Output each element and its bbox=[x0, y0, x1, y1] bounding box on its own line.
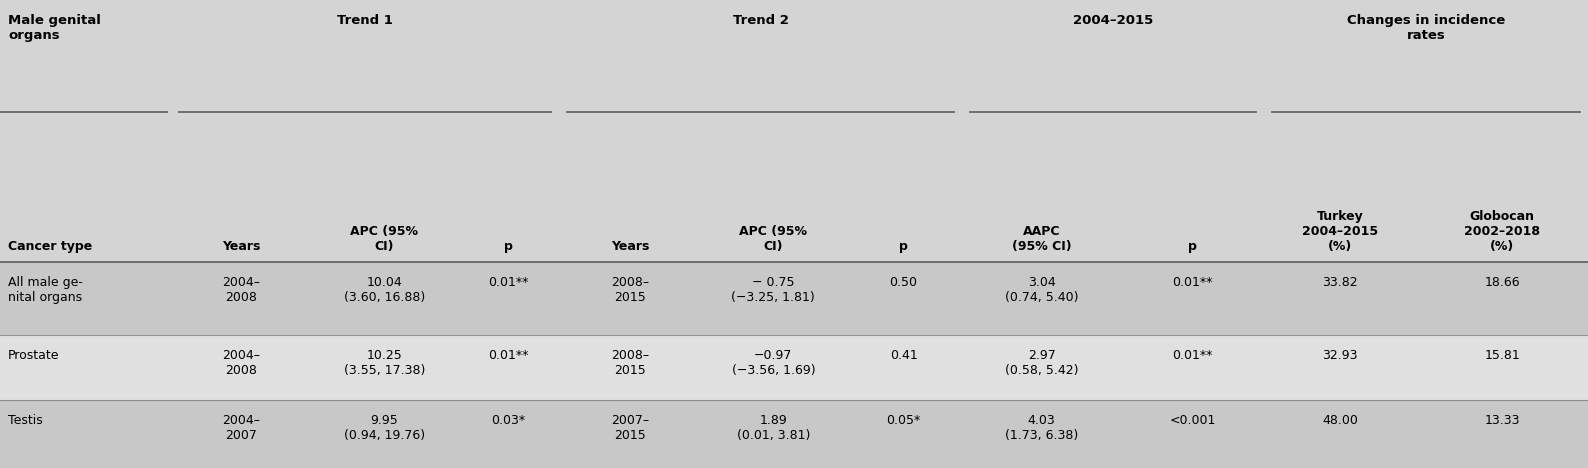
Bar bbox=[0, 262, 1588, 335]
Text: 2008–
2015: 2008– 2015 bbox=[611, 276, 649, 304]
Text: − 0.75
(−3.25, 1.81): − 0.75 (−3.25, 1.81) bbox=[732, 276, 815, 304]
Text: 0.41: 0.41 bbox=[889, 349, 918, 362]
Text: 3.04
(0.74, 5.40): 3.04 (0.74, 5.40) bbox=[1005, 276, 1078, 304]
Text: 15.81: 15.81 bbox=[1485, 349, 1520, 362]
Text: 0.05*: 0.05* bbox=[886, 414, 921, 427]
Text: 0.50: 0.50 bbox=[889, 276, 918, 289]
Text: 48.00: 48.00 bbox=[1323, 414, 1358, 427]
Text: 0.01**: 0.01** bbox=[488, 349, 529, 362]
Text: Cancer type: Cancer type bbox=[8, 240, 92, 253]
Text: Years: Years bbox=[222, 240, 260, 253]
Text: APC (95%
CI): APC (95% CI) bbox=[740, 225, 807, 253]
Text: <0.001: <0.001 bbox=[1169, 414, 1216, 427]
Text: 10.04
(3.60, 16.88): 10.04 (3.60, 16.88) bbox=[343, 276, 426, 304]
Text: Years: Years bbox=[611, 240, 649, 253]
Text: Globocan
2002–2018
(%): Globocan 2002–2018 (%) bbox=[1464, 210, 1540, 253]
Text: 1.89
(0.01, 3.81): 1.89 (0.01, 3.81) bbox=[737, 414, 810, 442]
Text: 2007–
2015: 2007– 2015 bbox=[611, 414, 649, 442]
Text: 0.01**: 0.01** bbox=[488, 276, 529, 289]
Bar bbox=[0, 400, 1588, 468]
Text: Changes in incidence
rates: Changes in incidence rates bbox=[1347, 14, 1505, 42]
Text: p: p bbox=[1188, 240, 1197, 253]
Text: Prostate: Prostate bbox=[8, 349, 59, 362]
Text: Testis: Testis bbox=[8, 414, 43, 427]
Text: −0.97
(−3.56, 1.69): −0.97 (−3.56, 1.69) bbox=[732, 349, 815, 377]
Text: 32.93: 32.93 bbox=[1323, 349, 1358, 362]
Text: AAPC
(95% CI): AAPC (95% CI) bbox=[1012, 225, 1072, 253]
Text: 2.97
(0.58, 5.42): 2.97 (0.58, 5.42) bbox=[1005, 349, 1078, 377]
Text: Trend 1: Trend 1 bbox=[337, 14, 394, 27]
Text: 2004–
2007: 2004– 2007 bbox=[222, 414, 260, 442]
Text: 10.25
(3.55, 17.38): 10.25 (3.55, 17.38) bbox=[343, 349, 426, 377]
Text: Male genital
organs: Male genital organs bbox=[8, 14, 100, 42]
Text: 33.82: 33.82 bbox=[1323, 276, 1358, 289]
Text: 2008–
2015: 2008– 2015 bbox=[611, 349, 649, 377]
Text: p: p bbox=[503, 240, 513, 253]
Text: All male ge-
nital organs: All male ge- nital organs bbox=[8, 276, 83, 304]
Text: 2004–
2008: 2004– 2008 bbox=[222, 276, 260, 304]
Text: 13.33: 13.33 bbox=[1485, 414, 1520, 427]
Text: 0.03*: 0.03* bbox=[491, 414, 526, 427]
Text: Turkey
2004–2015
(%): Turkey 2004–2015 (%) bbox=[1302, 210, 1378, 253]
Text: 0.01**: 0.01** bbox=[1172, 349, 1213, 362]
Bar bbox=[0, 0, 1588, 262]
Text: 9.95
(0.94, 19.76): 9.95 (0.94, 19.76) bbox=[343, 414, 426, 442]
Text: APC (95%
CI): APC (95% CI) bbox=[351, 225, 418, 253]
Text: 2004–2015: 2004–2015 bbox=[1073, 14, 1153, 27]
Text: 2004–
2008: 2004– 2008 bbox=[222, 349, 260, 377]
Bar bbox=[0, 335, 1588, 400]
Text: 18.66: 18.66 bbox=[1485, 276, 1520, 289]
Text: 0.01**: 0.01** bbox=[1172, 276, 1213, 289]
Text: Trend 2: Trend 2 bbox=[732, 14, 789, 27]
Text: 4.03
(1.73, 6.38): 4.03 (1.73, 6.38) bbox=[1005, 414, 1078, 442]
Text: p: p bbox=[899, 240, 908, 253]
